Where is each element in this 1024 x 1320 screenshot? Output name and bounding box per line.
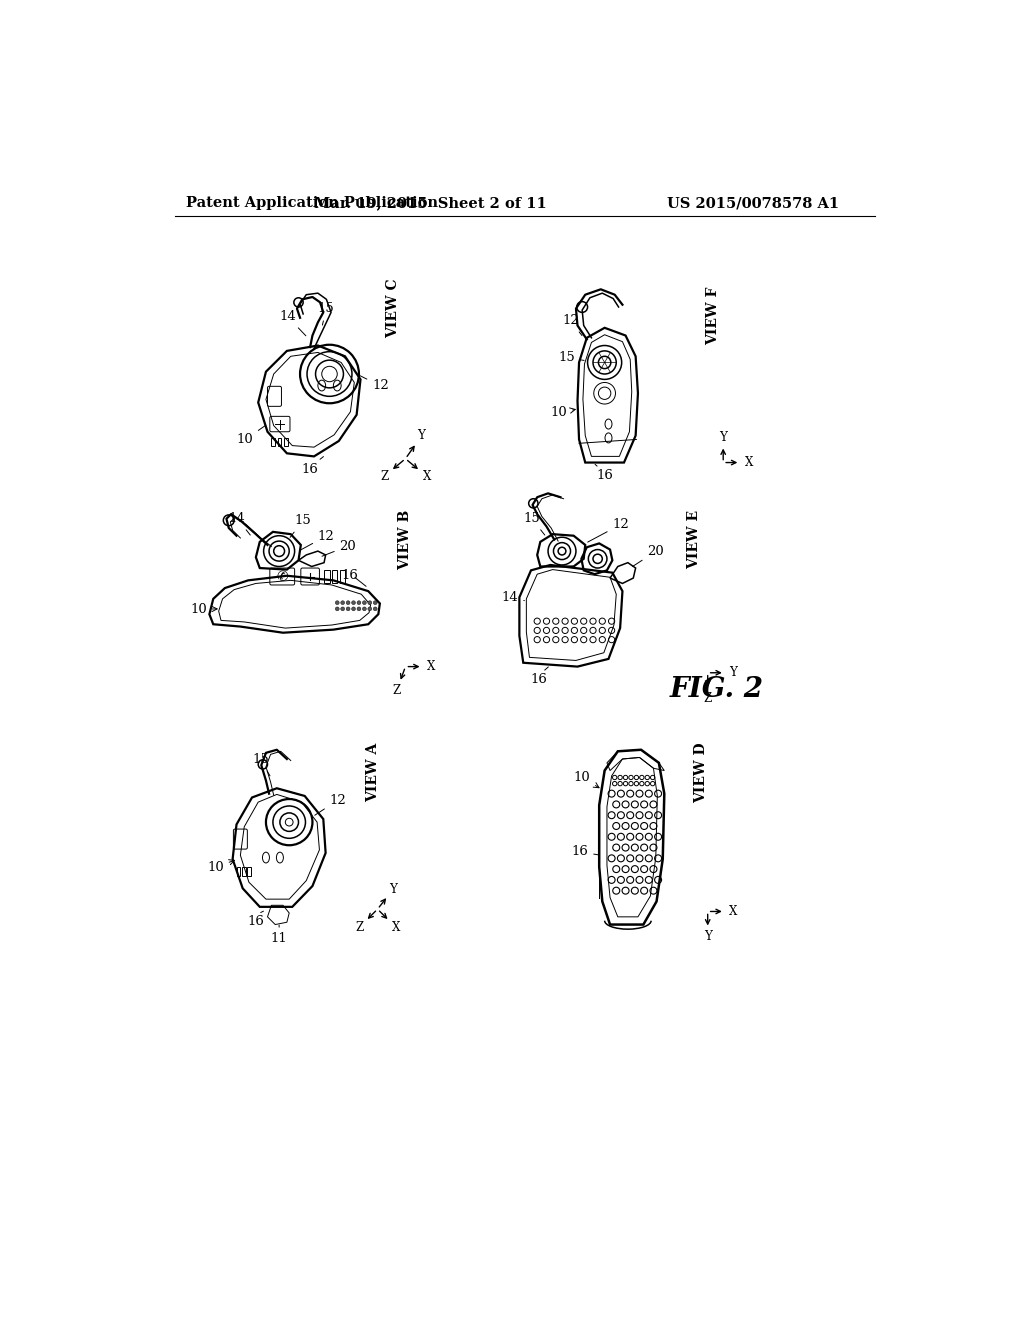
Text: Patent Application Publication: Patent Application Publication [186,197,438,210]
Text: X: X [391,920,399,933]
Text: 16: 16 [530,673,547,686]
Text: 10: 10 [550,407,575,420]
Circle shape [362,607,367,611]
Text: 15: 15 [558,351,584,364]
Text: 10: 10 [207,859,234,874]
Text: 14: 14 [228,512,250,535]
Bar [237,867,241,876]
Text: X: X [427,660,435,673]
Text: 15: 15 [523,512,545,535]
Text: VIEW C: VIEW C [386,279,400,338]
Text: 10: 10 [190,603,217,615]
Text: VIEW A: VIEW A [366,743,380,803]
Circle shape [335,601,339,605]
Text: Z: Z [392,684,400,697]
Text: 15: 15 [252,752,270,776]
Bar [271,438,275,446]
Text: Y: Y [703,931,712,944]
Text: 16: 16 [571,845,598,858]
Bar [340,570,345,582]
Text: Z: Z [355,920,364,933]
Text: VIEW F: VIEW F [707,286,720,346]
Text: Y: Y [418,429,425,442]
Text: VIEW B: VIEW B [398,510,413,570]
Circle shape [374,607,377,611]
Text: 12: 12 [588,517,629,543]
Circle shape [357,607,360,611]
Bar [248,867,251,876]
Circle shape [341,601,345,605]
Circle shape [368,607,372,611]
Text: VIEW D: VIEW D [694,743,709,803]
Bar [324,570,330,582]
Text: VIEW E: VIEW E [687,510,700,569]
Text: Y: Y [719,430,727,444]
Text: X: X [729,906,737,917]
Text: 12: 12 [562,314,582,335]
Text: X: X [744,455,753,469]
Circle shape [374,601,377,605]
Bar [242,867,246,876]
Text: Y: Y [389,883,397,896]
Circle shape [357,601,360,605]
Circle shape [362,601,367,605]
Bar [284,438,288,446]
Text: 12: 12 [314,793,346,816]
Text: Z: Z [380,470,388,483]
Circle shape [351,601,355,605]
Text: 20: 20 [322,540,356,556]
Text: 14: 14 [280,310,306,335]
Text: 12: 12 [301,529,335,549]
Text: 16: 16 [341,569,358,582]
Circle shape [368,601,372,605]
Text: X: X [423,470,431,483]
Text: 10: 10 [573,771,599,788]
Text: 14: 14 [502,591,524,605]
Text: 16: 16 [302,462,318,475]
Bar [278,438,282,446]
Text: 11: 11 [270,932,288,945]
Text: ✆: ✆ [276,569,288,583]
Text: Mar. 19, 2015  Sheet 2 of 11: Mar. 19, 2015 Sheet 2 of 11 [314,197,547,210]
Circle shape [341,607,345,611]
Text: US 2015/0078578 A1: US 2015/0078578 A1 [667,197,839,210]
Circle shape [351,607,355,611]
Text: 12: 12 [359,375,389,392]
Text: FIG. 2: FIG. 2 [670,676,764,704]
Circle shape [346,607,350,611]
Circle shape [346,601,350,605]
Text: 15: 15 [290,515,311,537]
Text: Z: Z [703,692,712,705]
Text: 10: 10 [237,425,265,446]
Bar [332,570,337,582]
Text: Y: Y [729,667,737,680]
Text: 15: 15 [317,302,335,325]
Circle shape [335,607,339,611]
Text: 16: 16 [248,915,264,928]
Text: 20: 20 [633,545,664,566]
Text: 16: 16 [596,469,613,482]
